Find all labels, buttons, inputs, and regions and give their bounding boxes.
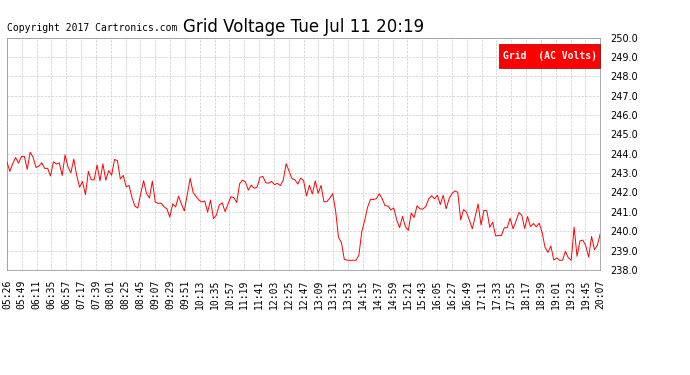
FancyBboxPatch shape <box>500 45 600 68</box>
Title: Grid Voltage Tue Jul 11 20:19: Grid Voltage Tue Jul 11 20:19 <box>183 18 424 36</box>
Text: Grid  (AC Volts): Grid (AC Volts) <box>503 51 597 61</box>
Text: Copyright 2017 Cartronics.com: Copyright 2017 Cartronics.com <box>7 23 177 33</box>
